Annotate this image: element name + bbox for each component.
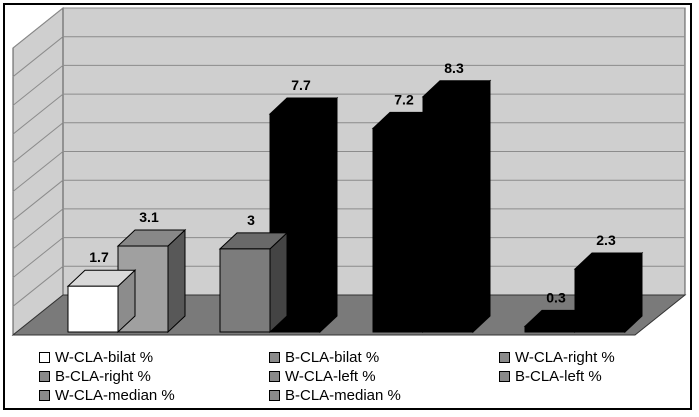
gridline: [12, 36, 64, 78]
legend-item-b-cla-left: B-CLA-left %: [499, 367, 669, 386]
gridline: [12, 179, 64, 221]
bar: [524, 325, 576, 333]
bar-side: [269, 231, 288, 334]
gridline: [12, 265, 64, 307]
legend-label: W-CLA-right %: [515, 349, 615, 366]
legend-label: B-CLA-bilat %: [285, 349, 380, 366]
legend-item-b-cla-median: B-CLA-median %: [269, 386, 499, 405]
legend-item-w-cla-right: W-CLA-right %: [499, 348, 669, 367]
legend-label: B-CLA-right %: [55, 368, 151, 385]
gridline: [12, 208, 64, 250]
legend-swatch: [39, 390, 50, 401]
data-label: 8.3: [444, 60, 464, 76]
gridline: [12, 93, 64, 135]
bar-side: [167, 228, 186, 334]
legend-item-w-cla-left: W-CLA-left %: [269, 367, 499, 386]
gridline: [12, 7, 64, 49]
legend-swatch: [269, 352, 280, 363]
data-label: 7.2: [394, 91, 414, 107]
bar: [219, 248, 271, 333]
gridline: [12, 122, 64, 164]
bar-side: [472, 79, 491, 334]
legend-label: B-CLA-median %: [285, 387, 401, 404]
bar-chart: 1.7 3.1 3 7.7 7.2 8.3 0.3 2.3: [11, 6, 687, 337]
legend-swatch: [269, 371, 280, 382]
bar-side: [422, 111, 441, 334]
legend-swatch: [499, 371, 510, 382]
legend-swatch: [39, 371, 50, 382]
legend-label: W-CLA-median %: [55, 387, 175, 404]
legend-swatch: [269, 390, 280, 401]
data-label: 7.7: [291, 77, 311, 93]
data-label: 1.7: [89, 249, 109, 265]
data-label: 0.3: [546, 289, 566, 305]
legend-item-w-cla-bilat: W-CLA-bilat %: [39, 348, 269, 367]
legend-label: W-CLA-left %: [285, 368, 376, 385]
legend-swatch: [39, 352, 50, 363]
gridline: [12, 237, 64, 278]
legend-label: B-CLA-left %: [515, 368, 602, 385]
legend-label: W-CLA-bilat %: [55, 349, 154, 366]
bar: [67, 285, 119, 333]
legend-item-b-cla-bilat: B-CLA-bilat %: [269, 348, 499, 367]
data-label: 2.3: [596, 232, 616, 248]
data-label: 3.1: [139, 209, 159, 225]
legend-item-b-cla-right: B-CLA-right %: [39, 367, 269, 386]
data-label: 3: [247, 212, 255, 228]
bar: [372, 127, 424, 333]
bar-side: [319, 96, 338, 334]
legend-item-w-cla-median: W-CLA-median %: [39, 386, 269, 405]
gridline: [12, 151, 64, 192]
gridline: [12, 65, 64, 106]
legend-swatch: [499, 352, 510, 363]
chart-frame: 1.7 3.1 3 7.7 7.2 8.3 0.3 2.3 W-CLA-bilat % B-C…: [3, 3, 692, 410]
legend: W-CLA-bilat % B-CLA-bilat % W-CLA-right …: [39, 348, 669, 405]
